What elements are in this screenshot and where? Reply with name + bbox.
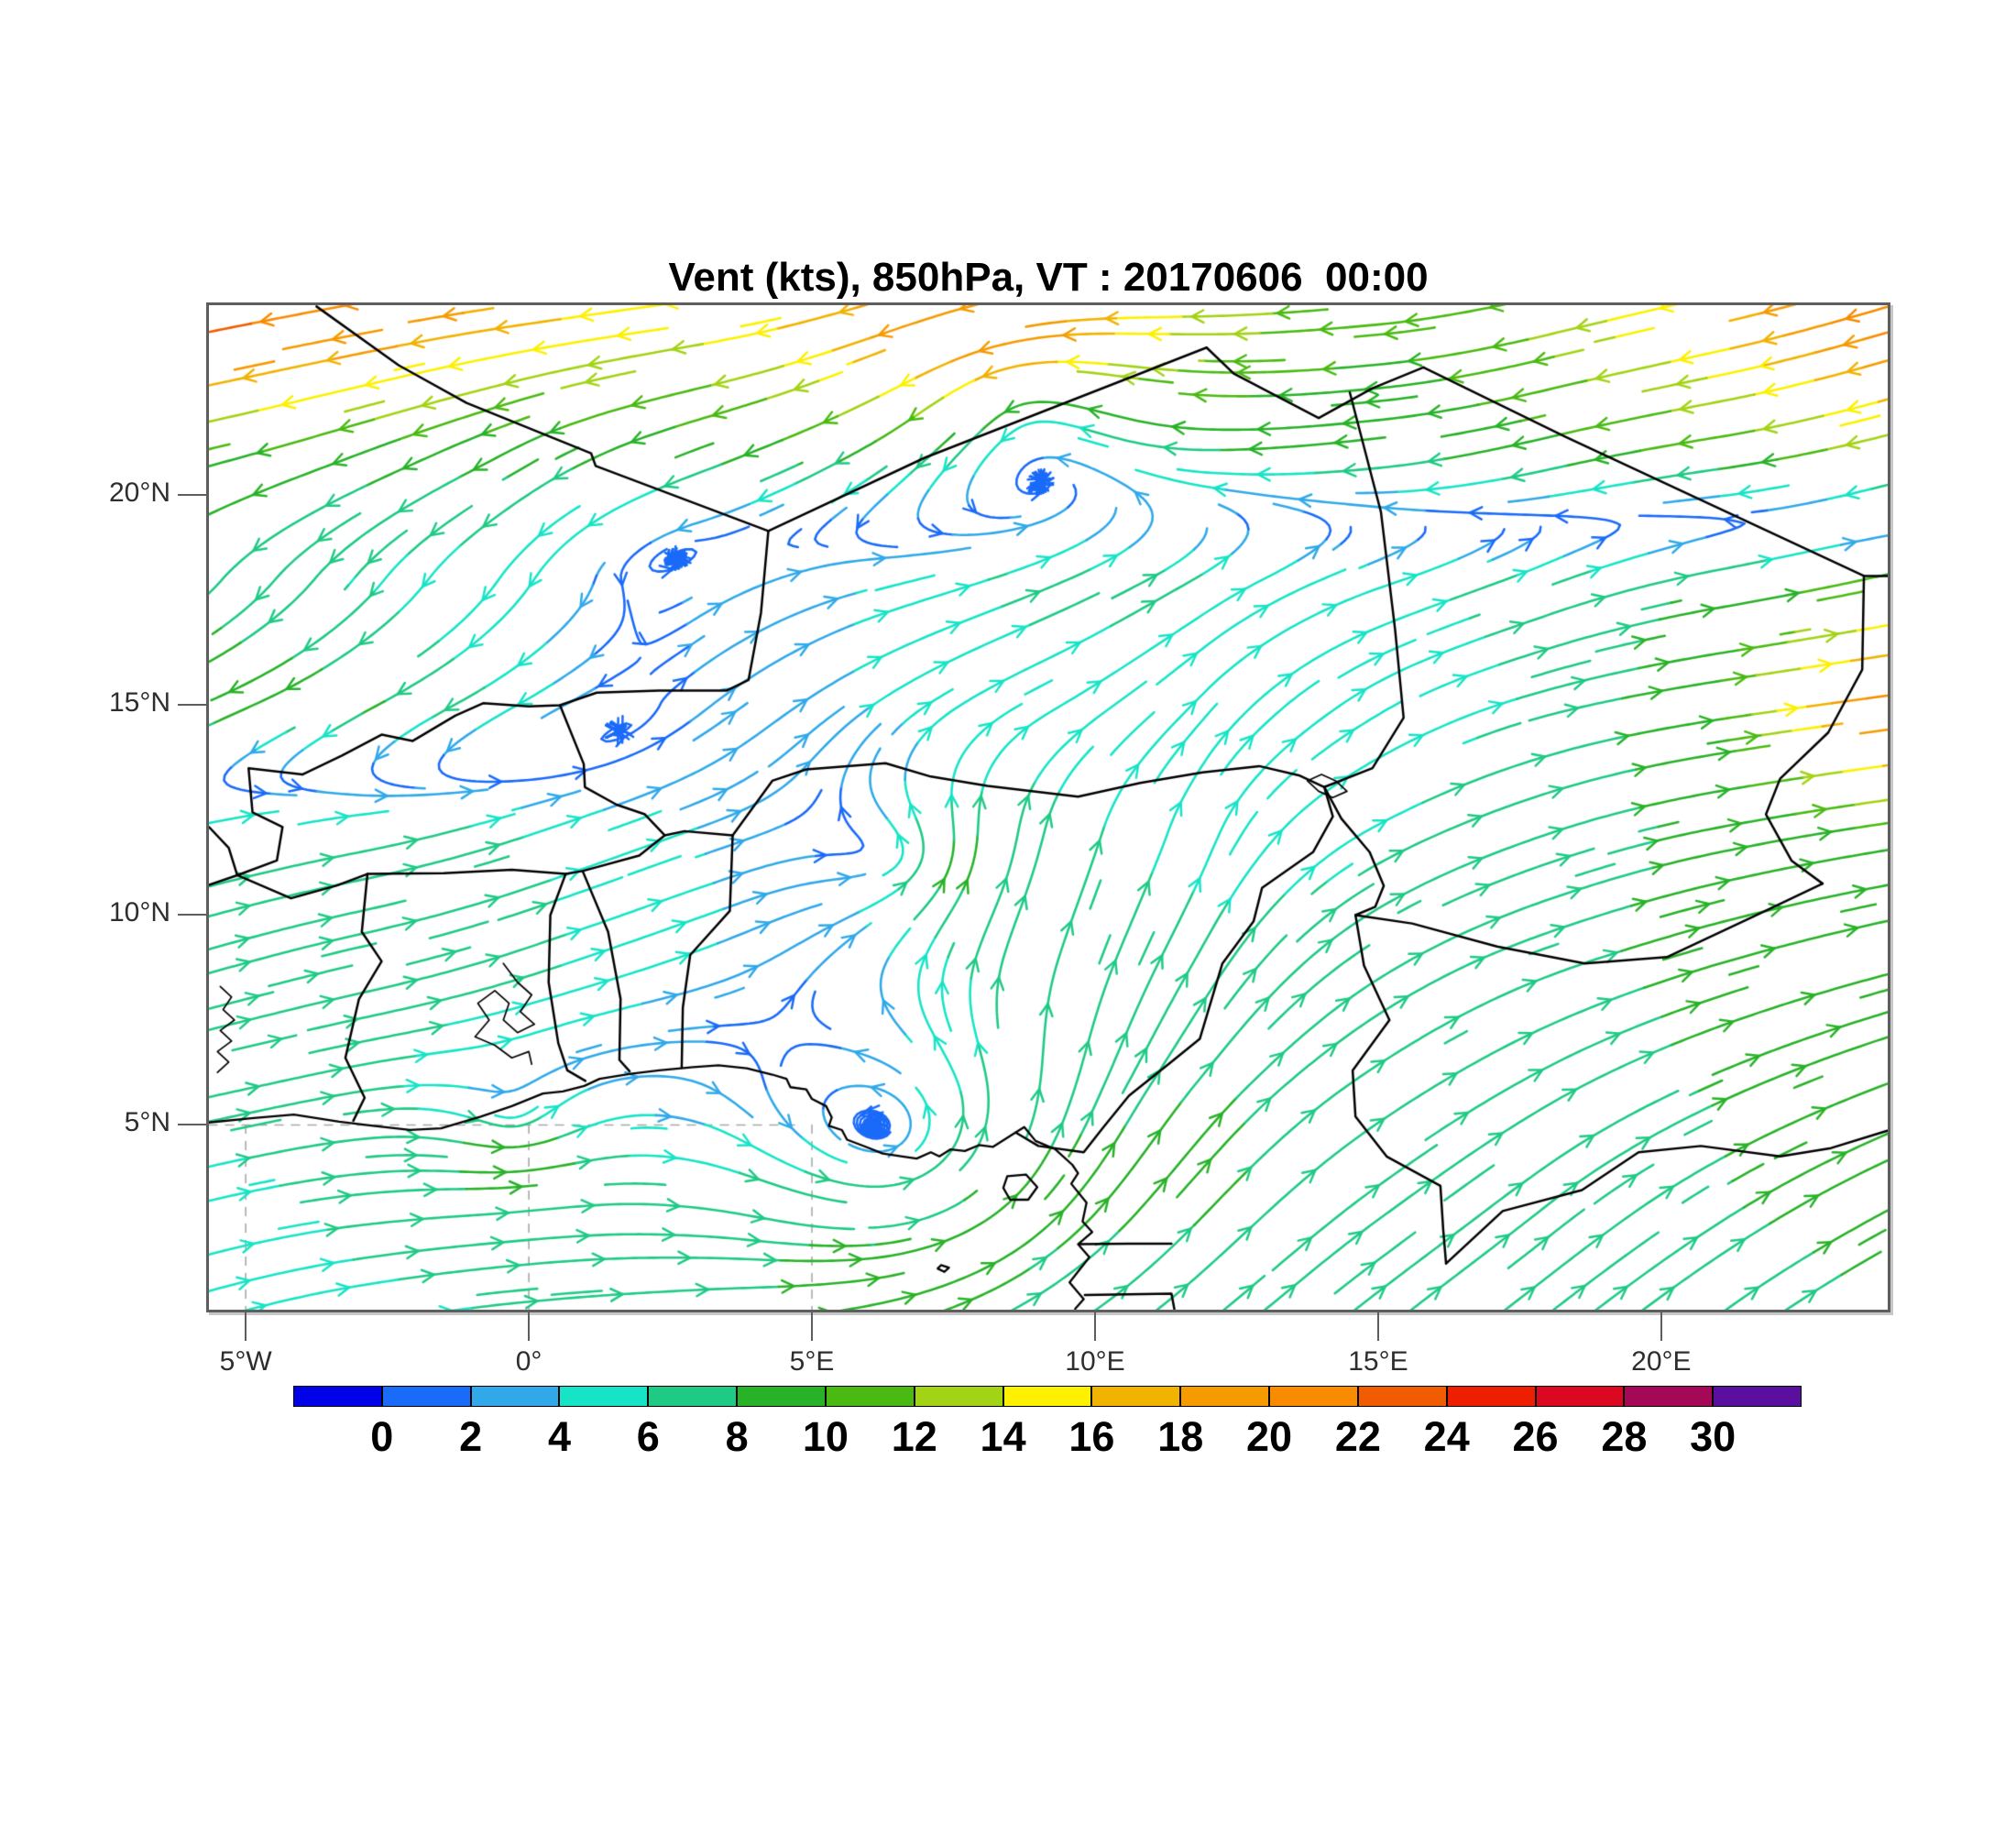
colorbar-tick-label: 6: [636, 1413, 660, 1460]
lon-tick-mark: [245, 1310, 247, 1341]
lat-tick-label: 15°N: [108, 687, 170, 719]
colorbar-segment: [825, 1386, 915, 1407]
lon-tick-label: 5°W: [219, 1346, 272, 1377]
colorbar-tick-label: 22: [1334, 1413, 1381, 1460]
colorbar-segment: [1446, 1386, 1536, 1407]
lat-tick-mark: [178, 914, 209, 916]
map-canvas: [209, 305, 1888, 1310]
map-frame: [206, 302, 1890, 1312]
colorbar-tick-label: 20: [1246, 1413, 1293, 1460]
colorbar-segment: [1357, 1386, 1447, 1407]
lon-tick-label: 20°E: [1631, 1346, 1692, 1377]
colorbar-tick-label: 10: [802, 1413, 849, 1460]
colorbar-segment: [381, 1386, 471, 1407]
colorbar-segment: [1003, 1386, 1092, 1407]
colorbar-tick-label: 8: [725, 1413, 749, 1460]
lon-tick-label: 15°E: [1348, 1346, 1408, 1377]
colorbar-tick-label: 4: [547, 1413, 571, 1460]
colorbar-tick-label: 2: [459, 1413, 483, 1460]
lon-tick-mark: [811, 1310, 814, 1341]
colorbar-tick-label: 24: [1423, 1413, 1470, 1460]
colorbar-segment: [648, 1386, 738, 1407]
colorbar-segment: [1535, 1386, 1625, 1407]
colorbar-segment: [559, 1386, 649, 1407]
lon-tick-label: 0°: [515, 1346, 542, 1377]
lon-tick-label: 10°E: [1065, 1346, 1125, 1377]
wind-speed-colorbar: 0 2 4 6 8 10 12 14 16 18 20 22 24 26 28 30: [293, 1386, 1802, 1460]
colorbar-segment: [1091, 1386, 1181, 1407]
colorbar-tick-label: 18: [1157, 1413, 1204, 1460]
lat-tick-mark: [178, 494, 209, 497]
lon-tick-mark: [528, 1310, 531, 1341]
colorbar-segment: [737, 1386, 826, 1407]
colorbar-tick-label: 14: [980, 1413, 1026, 1460]
lon-tick-label: 5°E: [789, 1346, 835, 1377]
colorbar-segment: [1269, 1386, 1358, 1407]
lat-tick-mark: [178, 1124, 209, 1126]
colorbar-segment: [914, 1386, 1003, 1407]
colorbar-tick-label: 28: [1601, 1413, 1648, 1460]
lon-tick-mark: [1660, 1310, 1662, 1341]
lat-tick-label: 20°N: [108, 477, 170, 509]
colorbar-segment: [1713, 1386, 1802, 1407]
colorbar-tick-label: 12: [891, 1413, 937, 1460]
colorbar-cells: [293, 1386, 1802, 1407]
lat-tick-label: 10°N: [108, 897, 170, 928]
colorbar-tick-label: 16: [1068, 1413, 1115, 1460]
colorbar-segment: [470, 1386, 560, 1407]
lat-tick-label: 5°N: [124, 1107, 170, 1138]
colorbar-tick-label: 0: [370, 1413, 394, 1460]
lon-tick-mark: [1376, 1310, 1379, 1341]
colorbar-tick-label: 26: [1512, 1413, 1559, 1460]
chart-title: Vent (kts), 850hPa, VT : 20170606 00:00: [668, 255, 1429, 300]
lon-tick-mark: [1093, 1310, 1096, 1341]
colorbar-segment: [1180, 1386, 1270, 1407]
colorbar-tick-label: 30: [1690, 1413, 1737, 1460]
colorbar-segment: [1624, 1386, 1714, 1407]
lat-tick-mark: [178, 704, 209, 707]
colorbar-segment: [293, 1386, 382, 1407]
